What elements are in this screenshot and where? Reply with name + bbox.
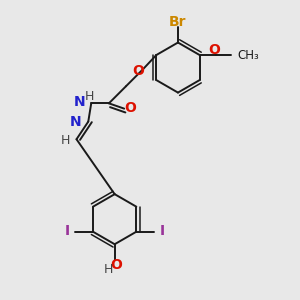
- Text: O: O: [132, 64, 144, 78]
- Text: N: N: [74, 95, 85, 109]
- Text: O: O: [110, 258, 122, 272]
- Text: CH₃: CH₃: [238, 49, 260, 62]
- Text: H: H: [61, 134, 70, 147]
- Text: N: N: [70, 116, 81, 130]
- Text: O: O: [208, 43, 220, 57]
- Text: Br: Br: [169, 15, 187, 29]
- Text: H: H: [104, 263, 113, 276]
- Text: I: I: [159, 224, 164, 238]
- Text: H: H: [85, 90, 94, 104]
- Text: I: I: [65, 224, 70, 238]
- Text: O: O: [125, 101, 136, 115]
